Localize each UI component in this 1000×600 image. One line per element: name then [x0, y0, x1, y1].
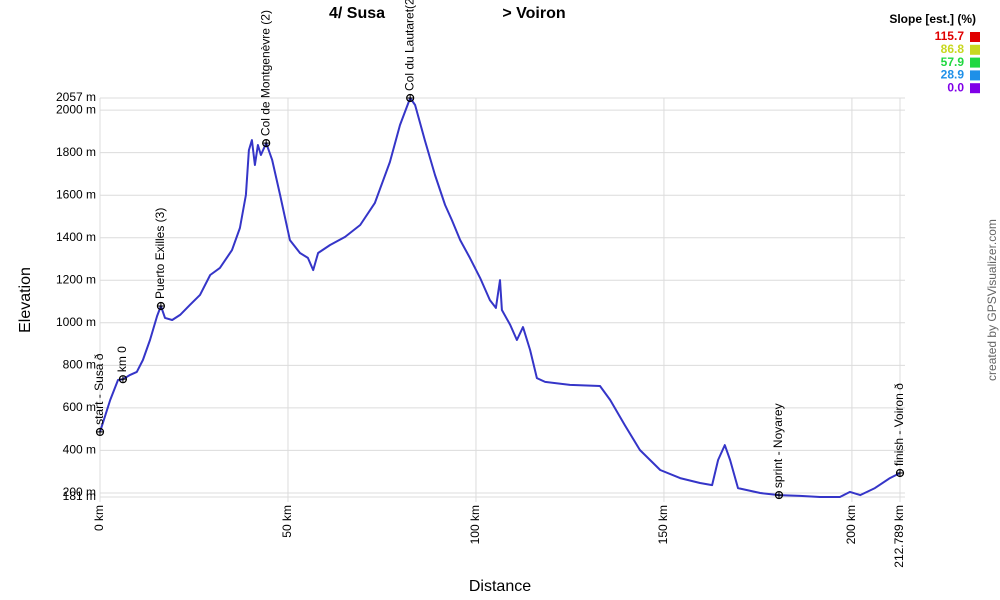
chart-title: > Voiron	[502, 5, 565, 22]
waypoint-label: finish - Voiron ð	[892, 383, 906, 466]
waypoint-label: Col du Lautaret(2	[402, 0, 416, 91]
y-tick-label: 181 m	[63, 489, 96, 503]
y-tick-label: 1600 m	[56, 187, 96, 201]
x-tick-label: 0 km	[92, 505, 106, 531]
y-tick-label: 800 m	[63, 358, 96, 372]
elevation-line	[99, 97, 901, 498]
legend-swatch	[970, 32, 980, 42]
y-tick-label: 2057 m	[56, 90, 96, 104]
x-tick-label: 212.789 km	[892, 505, 906, 568]
y-tick-label: 1200 m	[56, 272, 96, 286]
legend-swatch	[970, 44, 980, 55]
legend-label: 28.9	[941, 68, 965, 82]
x-tick-label: 150 km	[656, 505, 670, 544]
legend-label: 57.9	[941, 55, 965, 69]
y-tick-label: 1800 m	[56, 145, 96, 159]
y-tick-label: 200 m	[63, 485, 96, 499]
y-tick-label: 1400 m	[56, 230, 96, 244]
chart-title: 4/ Susa	[329, 5, 385, 22]
y-tick-label: 600 m	[63, 400, 96, 414]
x-tick-label: 200 km	[844, 505, 858, 544]
legend-swatch	[970, 83, 980, 94]
legend-swatch	[970, 70, 980, 81]
legend-title: Slope [est.] (%)	[889, 12, 976, 26]
waypoint-marker	[895, 468, 905, 478]
legend-label: 86.8	[941, 42, 965, 56]
y-axis-title: Elevation	[17, 267, 34, 333]
waypoint-label: Col de Montgenèvre (2)	[258, 10, 272, 136]
credit: created by GPSVisualizer.com	[985, 219, 999, 381]
waypoint-marker	[118, 375, 128, 384]
waypoint-marker	[406, 93, 415, 103]
legend-swatch	[970, 57, 980, 68]
waypoint-marker	[156, 301, 166, 311]
y-tick-label: 1000 m	[56, 315, 96, 329]
waypoint-marker	[95, 427, 105, 437]
x-tick-label: 50 km	[280, 505, 294, 538]
waypoint-label: start - Susa ð	[92, 353, 106, 425]
waypoint-label: sprint - Noyarey	[771, 403, 785, 488]
legend-label: 0.0	[947, 80, 964, 94]
waypoint-label: Puerto Exilles (3)	[153, 208, 167, 299]
x-tick-label: 100 km	[468, 505, 482, 544]
y-tick-label: 2000 m	[56, 102, 96, 116]
waypoint-marker	[774, 490, 784, 500]
y-tick-label: 400 m	[63, 443, 96, 457]
waypoint-marker	[262, 138, 271, 148]
legend-label: 115.7	[935, 29, 965, 43]
waypoint-label: km 0	[115, 346, 129, 372]
x-axis-title: Distance	[469, 578, 531, 595]
